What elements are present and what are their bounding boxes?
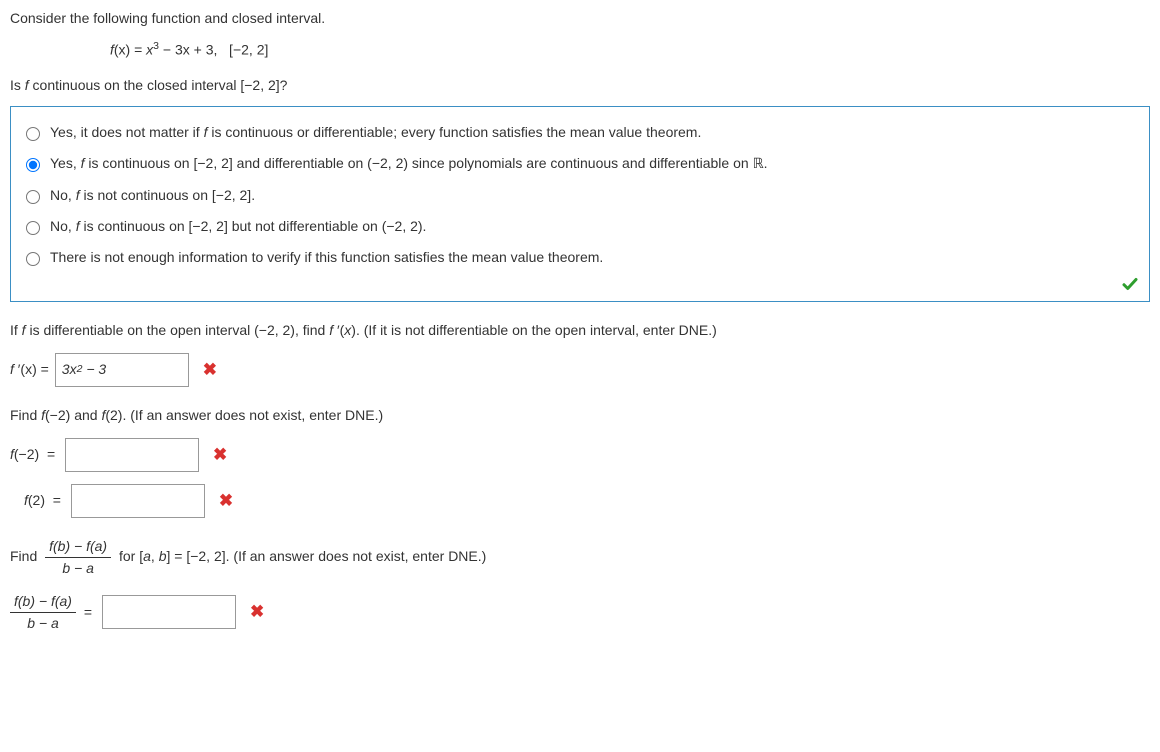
f2-label: f(2) = [24, 490, 65, 511]
option-label: No, f is continuous on [−2, 2] but not d… [50, 216, 426, 237]
f2-answer-line: f(2) = ✖ [10, 484, 1150, 518]
q4-input[interactable] [102, 595, 236, 629]
wrong-icon: ✖ [213, 442, 227, 468]
option-row[interactable]: There is not enough information to verif… [21, 242, 1139, 273]
option-radio-5[interactable] [26, 252, 40, 266]
q4-fraction: f(b) − f(a) b − a [45, 536, 111, 579]
fprime-answer-line: f ′(x) = 3x2 − 3 ✖ [10, 353, 1150, 387]
q4-ans-num: f(b) − f(a) [10, 591, 76, 613]
formula-paren: (x) = [114, 42, 146, 58]
fprime-val-pre: 3x [62, 359, 77, 380]
q4-post: for [a, b] = [−2, 2]. (If an answer does… [119, 548, 486, 564]
q4-den: b − a [45, 558, 111, 579]
option-label: There is not enough information to verif… [50, 247, 603, 268]
wrong-icon: ✖ [219, 488, 233, 514]
f2-input[interactable] [71, 484, 205, 518]
q4-ans-den: b − a [10, 613, 76, 634]
option-radio-4[interactable] [26, 221, 40, 235]
q2-section: If f is differentiable on the open inter… [10, 320, 1150, 387]
fneg2-answer-line: f(−2) = ✖ [10, 438, 1150, 472]
fneg2-input[interactable] [65, 438, 199, 472]
q4-pre: Find [10, 548, 41, 564]
q4-ans-fraction: f(b) − f(a) b − a [10, 591, 76, 634]
option-radio-2[interactable] [26, 158, 40, 172]
wrong-icon: ✖ [250, 599, 264, 625]
q4-section: Find f(b) − f(a) b − a for [a, b] = [−2,… [10, 536, 1150, 634]
fprime-label: f ′(x) = [10, 359, 49, 380]
q2-text: If f is differentiable on the open inter… [10, 320, 1150, 341]
q4-num: f(b) − f(a) [45, 536, 111, 558]
formula-rest: − 3x + 3, [159, 42, 217, 58]
q4-text: Find f(b) − f(a) b − a for [a, b] = [−2,… [10, 536, 1150, 579]
fprime-rest: ′(x) = [14, 361, 49, 377]
option-label: No, f is not continuous on [−2, 2]. [50, 185, 255, 206]
fneg2-rest: (−2) = [14, 446, 59, 462]
check-icon [1121, 275, 1139, 293]
q4-eq: = [80, 602, 96, 623]
option-row[interactable]: No, f is continuous on [−2, 2] but not d… [21, 211, 1139, 242]
options-box: Yes, it does not matter if f is continuo… [10, 106, 1150, 302]
option-post: . [764, 155, 768, 171]
real-symbol: ℝ [753, 157, 764, 172]
q3-text: Find f(−2) and f(2). (If an answer does … [10, 405, 1150, 426]
function-formula: f(x) = x3 − 3x + 3, [−2, 2] [110, 39, 1150, 61]
q1-text: Is f continuous on the closed interval [… [10, 75, 1150, 96]
fneg2-label: f(−2) = [10, 444, 59, 465]
q4-answer-line: f(b) − f(a) b − a = ✖ [10, 591, 1150, 634]
fprime-val-post: − 3 [82, 359, 106, 380]
option-radio-1[interactable] [26, 127, 40, 141]
option-radio-3[interactable] [26, 190, 40, 204]
option-label: Yes, f is continuous on [−2, 2] and diff… [50, 153, 768, 175]
option-row[interactable]: Yes, it does not matter if f is continuo… [21, 117, 1139, 148]
fprime-input[interactable]: 3x2 − 3 [55, 353, 189, 387]
q3-section: Find f(−2) and f(2). (If an answer does … [10, 405, 1150, 518]
formula-interval: [−2, 2] [217, 42, 268, 58]
option-row[interactable]: No, f is not continuous on [−2, 2]. [21, 180, 1139, 211]
option-label: Yes, it does not matter if f is continuo… [50, 122, 701, 143]
wrong-icon: ✖ [203, 357, 217, 383]
option-row[interactable]: Yes, f is continuous on [−2, 2] and diff… [21, 148, 1139, 180]
f2-rest: (2) = [28, 492, 65, 508]
intro-text: Consider the following function and clos… [10, 8, 1150, 29]
